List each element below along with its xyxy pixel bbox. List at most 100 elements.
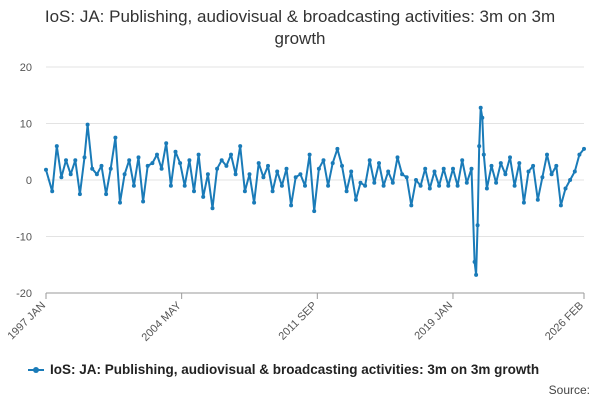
- data-point[interactable]: [59, 175, 64, 180]
- data-point[interactable]: [90, 166, 95, 171]
- data-point[interactable]: [437, 183, 442, 188]
- data-point[interactable]: [526, 169, 531, 174]
- data-point[interactable]: [582, 146, 586, 151]
- data-point[interactable]: [316, 166, 321, 171]
- data-point[interactable]: [127, 158, 132, 163]
- data-point[interactable]: [275, 169, 280, 174]
- data-point[interactable]: [182, 183, 187, 188]
- data-point[interactable]: [540, 175, 545, 180]
- data-point[interactable]: [247, 172, 252, 177]
- data-point[interactable]: [64, 158, 68, 163]
- data-point[interactable]: [512, 183, 517, 188]
- data-point[interactable]: [508, 155, 512, 160]
- data-point[interactable]: [330, 161, 335, 166]
- data-point[interactable]: [521, 200, 526, 205]
- data-point[interactable]: [432, 169, 437, 174]
- data-point[interactable]: [577, 152, 582, 157]
- data-point[interactable]: [451, 166, 455, 171]
- data-point[interactable]: [178, 161, 183, 166]
- data-point[interactable]: [460, 158, 465, 163]
- data-point[interactable]: [563, 186, 568, 191]
- data-point[interactable]: [390, 180, 395, 185]
- data-point[interactable]: [50, 189, 55, 194]
- data-point[interactable]: [535, 197, 540, 202]
- data-point[interactable]: [94, 172, 99, 177]
- data-point[interactable]: [480, 115, 485, 120]
- data-point[interactable]: [344, 189, 349, 194]
- data-point[interactable]: [395, 155, 400, 160]
- data-point[interactable]: [409, 203, 414, 208]
- data-point[interactable]: [474, 272, 479, 277]
- data-point[interactable]: [489, 163, 494, 168]
- data-point[interactable]: [242, 189, 247, 194]
- data-point[interactable]: [326, 183, 331, 188]
- data-point[interactable]: [108, 166, 113, 171]
- data-point[interactable]: [54, 144, 59, 149]
- data-point[interactable]: [279, 183, 284, 188]
- data-point[interactable]: [261, 175, 266, 180]
- data-point[interactable]: [478, 105, 483, 110]
- data-point[interactable]: [414, 178, 418, 182]
- data-point[interactable]: [498, 161, 503, 166]
- data-point[interactable]: [554, 163, 559, 168]
- data-point[interactable]: [210, 206, 215, 211]
- data-point[interactable]: [503, 172, 508, 177]
- data-point[interactable]: [141, 199, 146, 204]
- data-point[interactable]: [349, 169, 354, 174]
- data-point[interactable]: [358, 180, 363, 185]
- data-point[interactable]: [481, 152, 486, 157]
- data-point[interactable]: [568, 178, 573, 182]
- data-point[interactable]: [168, 183, 173, 188]
- data-point[interactable]: [494, 180, 499, 185]
- data-point[interactable]: [455, 183, 460, 188]
- data-point[interactable]: [381, 183, 386, 188]
- data-point[interactable]: [372, 180, 377, 185]
- data-point[interactable]: [159, 166, 164, 171]
- data-point[interactable]: [549, 172, 554, 177]
- data-point[interactable]: [266, 163, 270, 168]
- data-point[interactable]: [386, 169, 391, 174]
- data-point[interactable]: [558, 203, 563, 208]
- data-point[interactable]: [155, 152, 159, 157]
- data-point[interactable]: [104, 192, 109, 197]
- data-point[interactable]: [196, 152, 201, 157]
- data-point[interactable]: [233, 172, 238, 177]
- data-point[interactable]: [517, 161, 522, 166]
- data-point[interactable]: [82, 155, 87, 160]
- data-point[interactable]: [377, 161, 381, 166]
- data-point[interactable]: [404, 175, 409, 180]
- data-point[interactable]: [367, 158, 372, 163]
- data-point[interactable]: [464, 180, 469, 185]
- data-point[interactable]: [136, 155, 141, 160]
- legend[interactable]: IoS: JA: Publishing, audiovisual & broad…: [28, 362, 539, 377]
- data-point[interactable]: [400, 172, 405, 177]
- data-point[interactable]: [215, 166, 220, 171]
- data-point[interactable]: [321, 158, 326, 163]
- data-point[interactable]: [219, 158, 224, 163]
- data-point[interactable]: [289, 203, 294, 208]
- data-point[interactable]: [164, 141, 169, 146]
- data-point[interactable]: [427, 186, 432, 191]
- data-point[interactable]: [122, 172, 127, 177]
- data-point[interactable]: [293, 175, 298, 180]
- data-point[interactable]: [446, 183, 451, 188]
- data-point[interactable]: [469, 166, 474, 171]
- data-point[interactable]: [312, 209, 317, 214]
- data-point[interactable]: [256, 161, 261, 166]
- data-point[interactable]: [118, 200, 122, 205]
- data-point[interactable]: [99, 163, 104, 168]
- data-point[interactable]: [284, 166, 289, 171]
- data-point[interactable]: [303, 183, 307, 188]
- data-point[interactable]: [475, 223, 480, 228]
- data-point[interactable]: [340, 163, 344, 168]
- data-point[interactable]: [238, 144, 243, 149]
- data-point[interactable]: [145, 163, 150, 168]
- data-point[interactable]: [418, 183, 423, 188]
- data-point[interactable]: [192, 189, 196, 194]
- data-point[interactable]: [353, 197, 358, 202]
- data-point[interactable]: [252, 200, 257, 205]
- data-point[interactable]: [77, 192, 82, 197]
- data-point[interactable]: [298, 172, 303, 177]
- data-point[interactable]: [335, 146, 340, 151]
- data-point[interactable]: [363, 183, 368, 188]
